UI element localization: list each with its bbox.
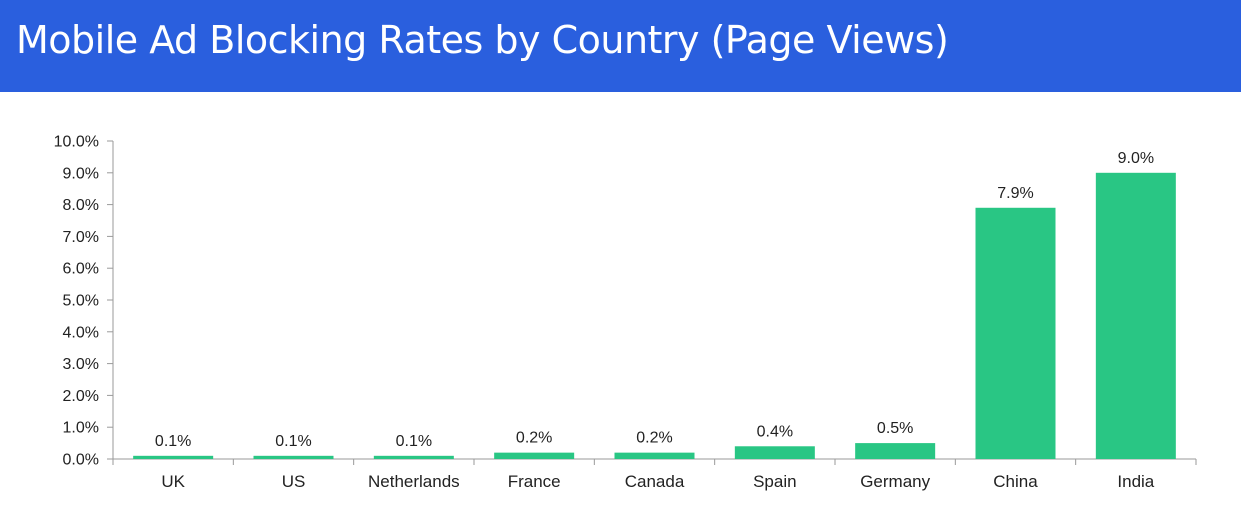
bar	[253, 455, 334, 459]
x-tick-label: Germany	[860, 472, 930, 491]
y-tick-label: 6.0%	[63, 261, 99, 278]
bar	[855, 443, 936, 459]
data-label: 0.1%	[396, 433, 432, 450]
data-label: 0.2%	[516, 430, 552, 447]
x-tick-label: Netherlands	[368, 472, 460, 491]
x-tick-label: Spain	[753, 472, 796, 491]
x-tick-label: US	[282, 472, 306, 491]
y-tick-label: 1.0%	[63, 420, 99, 437]
y-tick-label: 5.0%	[63, 293, 99, 310]
x-tick-label: India	[1117, 472, 1154, 491]
y-tick-label: 0.0%	[63, 452, 99, 469]
y-tick-label: 7.0%	[63, 229, 99, 246]
bar	[734, 446, 815, 459]
data-label: 0.1%	[275, 433, 311, 450]
bar	[133, 455, 214, 459]
data-label: 0.4%	[757, 423, 793, 440]
x-tick-label: Canada	[625, 472, 685, 491]
y-tick-label: 10.0%	[54, 134, 99, 151]
x-tick-label: France	[508, 472, 561, 491]
y-tick-label: 4.0%	[63, 324, 99, 341]
data-label: 7.9%	[997, 185, 1033, 202]
y-tick-label: 3.0%	[63, 356, 99, 373]
y-tick-label: 8.0%	[63, 197, 99, 214]
bar	[614, 452, 695, 459]
title-banner: Mobile Ad Blocking Rates by Country (Pag…	[0, 0, 1241, 92]
data-label: 0.2%	[636, 430, 672, 447]
bar	[373, 455, 454, 459]
data-label: 9.0%	[1118, 150, 1154, 167]
y-tick-label: 2.0%	[63, 388, 99, 405]
bar	[494, 452, 575, 459]
y-tick-label: 9.0%	[63, 165, 99, 182]
x-tick-label: UK	[161, 472, 185, 491]
x-tick-label: China	[993, 472, 1038, 491]
chart-title: Mobile Ad Blocking Rates by Country (Pag…	[16, 18, 949, 62]
bar	[1095, 172, 1176, 460]
bar	[975, 207, 1056, 459]
data-label: 0.1%	[155, 433, 191, 450]
data-label: 0.5%	[877, 420, 913, 437]
